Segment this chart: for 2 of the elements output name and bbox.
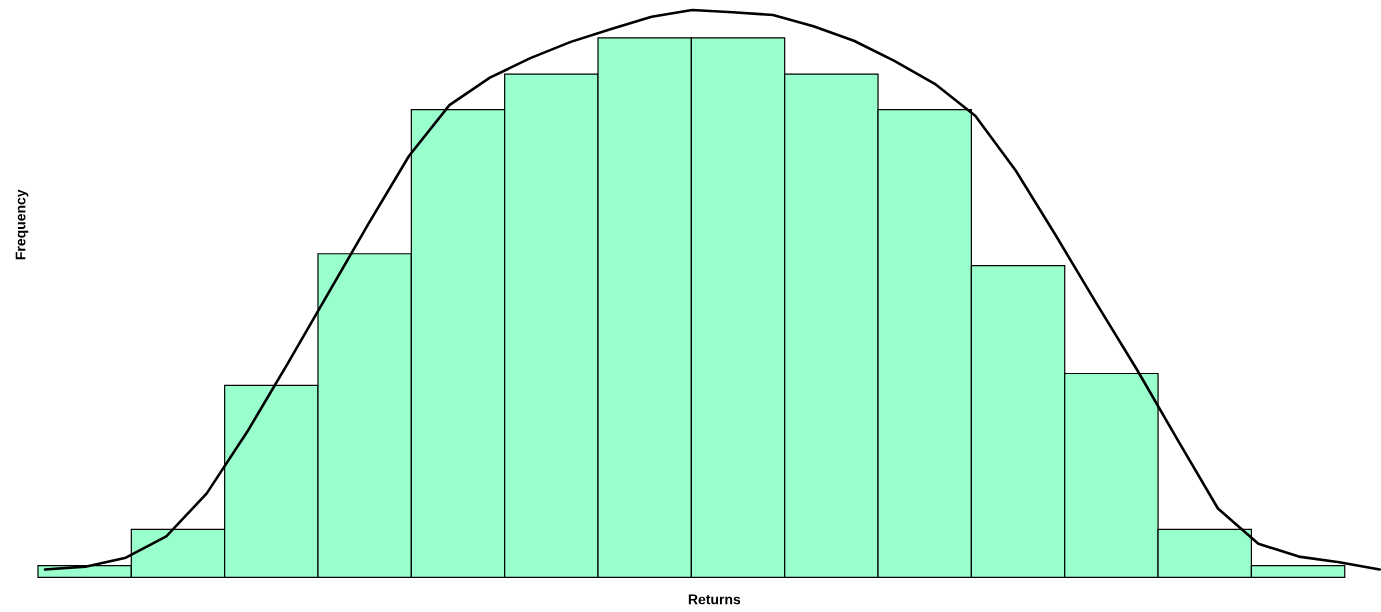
y-axis-title: Frequency (15, 189, 29, 260)
x-axis-title: Returns (688, 594, 741, 605)
